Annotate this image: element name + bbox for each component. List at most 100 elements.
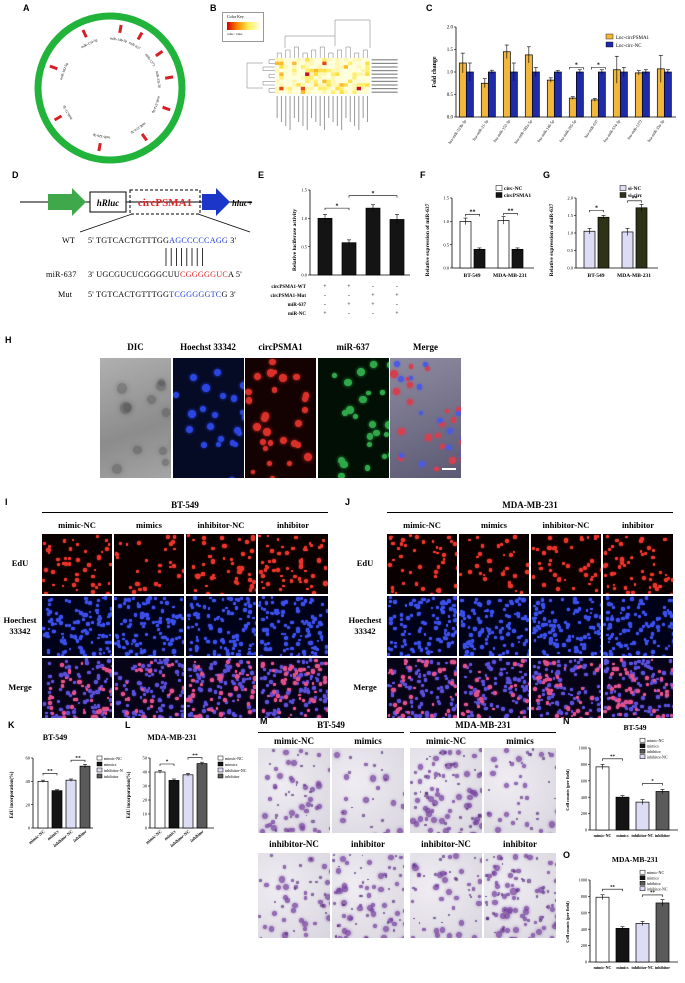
- panel-f-ylabel: Relative expression of miR-637: [425, 203, 431, 276]
- bar: [553, 71, 562, 118]
- heatmap-row-label: [371, 73, 398, 75]
- heatmap-cell: [361, 79, 366, 84]
- chart-title: BT-549: [43, 733, 68, 742]
- legend-swatch: [639, 875, 646, 880]
- edu-image: [186, 534, 256, 594]
- x-tick-label: hsa-miR-323b-3p: [447, 119, 467, 145]
- heatmap-row-label: [371, 84, 398, 86]
- legend-swatch-nc: [605, 41, 614, 48]
- panel-l-chart: MDA-MB-231 EdU incorporation(%) 0 10 20 30 40 5…: [127, 733, 247, 848]
- heatmap-cell: [292, 58, 297, 62]
- legend-swatch: [217, 755, 224, 761]
- heatmap-cell: [309, 76, 314, 80]
- heatmap-col-label: [358, 96, 360, 130]
- heatmap-cell: [348, 90, 353, 94]
- heatmap-cell: [300, 79, 306, 84]
- x-tick-label: hsa-miR-1272: [626, 119, 643, 141]
- dic-image: [100, 358, 171, 478]
- mir-row-label: miR-637: [46, 270, 77, 279]
- panel-n-chart: BT-549 Cell counts (per field) 0 200 400 600 8…: [565, 723, 678, 838]
- heatmap-cell: [305, 83, 310, 87]
- edu-panel-title: MDA-MB-231: [502, 500, 558, 510]
- significance-mark: **: [610, 755, 616, 760]
- heatmap-cell: [275, 90, 280, 94]
- heatmap-cell: [305, 65, 310, 69]
- condition-row-label: miR-637: [288, 303, 307, 308]
- y-tick-label: 0.0: [301, 273, 307, 278]
- mirna-site-label: miR-1272: [144, 53, 156, 67]
- heatmap-cell: [287, 79, 293, 84]
- heatmap-cell: [287, 58, 293, 62]
- significance-mark: **: [47, 769, 53, 775]
- edu-column-label: inhibitor-NC: [542, 520, 590, 530]
- heatmap-cell: [339, 72, 344, 76]
- y-tick-label: 200: [581, 811, 587, 816]
- hrluc-label: hRluc: [97, 198, 120, 208]
- edu-image: [258, 534, 328, 594]
- heatmap-col-label: [285, 96, 287, 126]
- bar: [590, 99, 599, 118]
- legend-label: inhibitor: [647, 749, 661, 754]
- mirna-site-label: miR-152-3p: [130, 121, 147, 134]
- x-tick-label: mimic-NC: [145, 828, 164, 845]
- heatmap-cell: [287, 90, 293, 94]
- legend-swatch: [619, 192, 627, 198]
- heatmap-cell: [356, 76, 361, 80]
- mirna-site-label: miR-146-5p: [110, 36, 128, 43]
- transwell-label: inhibitor-NC: [421, 839, 471, 849]
- bar: [655, 902, 670, 963]
- heatmap-cell: [283, 61, 288, 66]
- bar: [655, 791, 670, 831]
- heatmap-cell: [330, 68, 336, 73]
- heatmap-cell: [296, 83, 301, 87]
- bar: [502, 51, 511, 118]
- heatmap-cell: [283, 79, 288, 84]
- edu-image: [114, 534, 184, 594]
- heatmap-cell: [330, 79, 336, 84]
- color-key-title: Color Key: [227, 14, 244, 19]
- transwell-label: mimics: [354, 736, 382, 746]
- y-tick-label: 50: [143, 756, 148, 761]
- bar: [65, 779, 77, 829]
- heatmap-cell: [283, 68, 288, 73]
- heatmap-cell: [296, 58, 301, 62]
- bar: [615, 928, 630, 963]
- mut-row-label: Mut: [58, 290, 73, 299]
- heatmap-cell: [348, 83, 353, 87]
- panel-c-ylabel: Fold change: [432, 56, 438, 88]
- panel-d-construct: hRluc circPSMA1 hluc+ WT 5' TGTCACTGTTTG…: [10, 180, 260, 330]
- heatmap-col-label: [362, 96, 364, 118]
- heatmap-cell: [275, 83, 280, 87]
- y-tick-label: 400: [581, 927, 587, 932]
- legend-swatch: [96, 773, 103, 779]
- legend-label: inhibitor-NC: [647, 887, 668, 892]
- x-tick-label: mimics: [616, 833, 629, 838]
- bar: [37, 780, 49, 829]
- heatmap-cell: [322, 76, 327, 80]
- bar: [597, 216, 610, 269]
- x-tick-label: hsa-miR-152-3p: [492, 119, 511, 143]
- heatmap-col-label: [345, 96, 347, 118]
- wt-row-label: WT: [62, 236, 76, 245]
- y-tick-label: 200: [581, 943, 587, 948]
- heatmap-cell: [313, 58, 318, 62]
- transwell-label: inhibitor-NC: [269, 839, 319, 849]
- title-underline: [258, 732, 404, 733]
- heatmap-cell: [356, 72, 361, 76]
- heatmap-cell: [318, 72, 323, 76]
- heatmap-cell: [305, 58, 310, 62]
- significance-mark: *: [575, 63, 578, 69]
- heatmap-cell: [279, 65, 284, 69]
- heatmap-svg: [246, 19, 398, 130]
- edu-image: [603, 596, 673, 656]
- legend-swatch: [639, 743, 646, 748]
- legend-swatch: [217, 773, 224, 779]
- heatmap-cell: [343, 65, 349, 69]
- bar: [568, 97, 577, 118]
- heatmap-cell: [339, 65, 344, 69]
- heatmap-cell: [356, 90, 361, 94]
- heatmap-cell: [292, 76, 297, 80]
- y-tick-label: 1.0: [567, 231, 573, 236]
- legend-swatch: [639, 880, 646, 886]
- heatmap-cell: [352, 79, 357, 84]
